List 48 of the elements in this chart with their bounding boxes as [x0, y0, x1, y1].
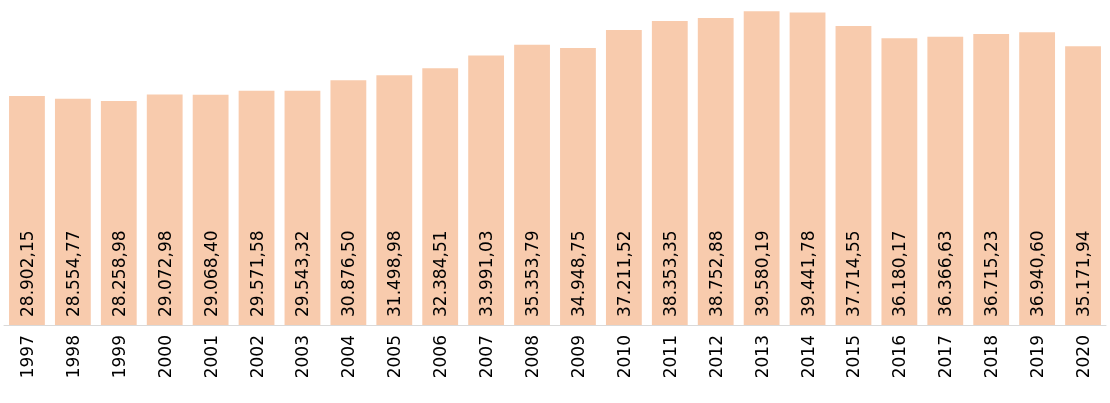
x-tick-label: 2012: [705, 335, 726, 379]
data-label: 35.353,79: [522, 230, 543, 317]
x-tick-label: 2016: [889, 335, 910, 379]
data-label: 33.991,03: [476, 230, 497, 317]
x-tick-label: 2008: [522, 335, 543, 379]
data-label: 36.366,63: [935, 230, 956, 317]
x-tick-label: 2001: [200, 335, 221, 379]
data-label: 34.948,75: [567, 230, 588, 317]
x-tick-label: 2011: [659, 335, 680, 379]
x-tick-label: 2000: [154, 335, 175, 379]
data-label: 36.180,17: [889, 230, 910, 317]
x-tick-label: 2014: [797, 335, 818, 379]
data-label: 38.353,35: [659, 230, 680, 317]
x-tick-label: 2007: [476, 335, 497, 379]
x-tick-label: 2003: [292, 335, 313, 379]
x-tick-label: 2018: [981, 335, 1002, 379]
x-tick-label: 2005: [384, 335, 405, 379]
x-tick-label: 2013: [751, 335, 772, 379]
x-tick-label: 1999: [108, 335, 129, 379]
x-tick-label: 2010: [613, 335, 634, 379]
data-label: 36.940,60: [1027, 230, 1048, 317]
data-label: 38.752,88: [705, 230, 726, 317]
x-tick-label: 2006: [430, 335, 451, 379]
data-label: 29.068,40: [200, 230, 221, 317]
data-label: 28.258,98: [108, 230, 129, 317]
data-label: 35.171,94: [1073, 230, 1094, 317]
data-label: 32.384,51: [430, 230, 451, 317]
data-label: 30.876,50: [338, 230, 359, 317]
data-label: 29.072,98: [154, 230, 175, 317]
data-label: 37.714,55: [843, 230, 864, 317]
x-tick-label: 2004: [338, 335, 359, 379]
data-label: 28.902,15: [16, 230, 37, 317]
x-tick-label: 2020: [1073, 335, 1094, 379]
data-label: 29.543,32: [292, 230, 313, 317]
data-label: 37.211,52: [613, 230, 634, 317]
x-tick-label: 2009: [567, 335, 588, 379]
x-tick-label: 2002: [246, 335, 267, 379]
x-tick-label: 2017: [935, 335, 956, 379]
data-label: 28.554,77: [62, 230, 83, 317]
x-tick-label: 1997: [16, 335, 37, 379]
data-label: 29.571,58: [246, 230, 267, 317]
x-tick-label: 2015: [843, 335, 864, 379]
data-label: 39.580,19: [751, 230, 772, 317]
data-label: 31.498,98: [384, 230, 405, 317]
x-tick-label: 1998: [62, 335, 83, 379]
data-label: 39.441,78: [797, 230, 818, 317]
x-tick-label: 2019: [1027, 335, 1048, 379]
data-label: 36.715,23: [981, 230, 1002, 317]
